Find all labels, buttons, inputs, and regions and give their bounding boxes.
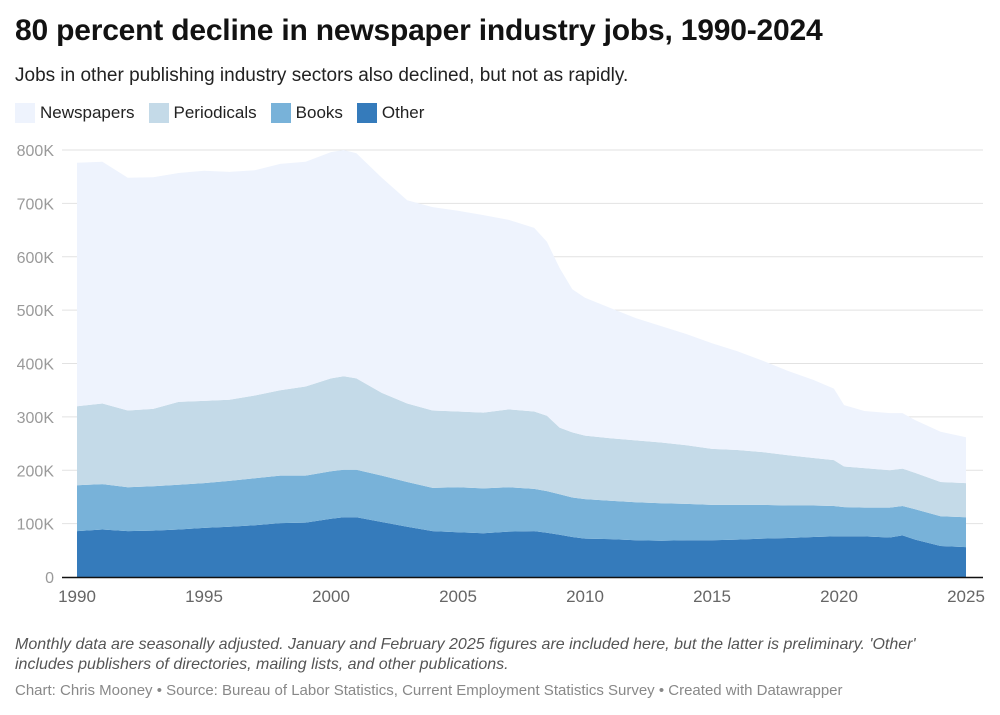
legend-label-books: Books [295,103,343,122]
x-tick-label: 2020 [820,587,858,606]
chart-subtitle: Jobs in other publishing industry sector… [15,65,629,86]
chart-title: 80 percent decline in newspaper industry… [15,14,823,47]
area-newspapers [77,150,966,484]
area-series-group [77,150,966,577]
area-periodicals [77,376,966,518]
y-tick-label: 700K [17,196,55,213]
legend-label-periodicals: Periodicals [173,103,257,122]
y-tick-label: 800K [17,143,55,160]
y-tick-label: 300K [17,410,55,427]
legend-item-other: Other [356,103,425,123]
legend-item-books: Books [270,103,343,123]
y-tick-label: 0 [45,570,54,587]
legend-swatch-books [270,103,291,123]
legend-swatch-other [356,103,377,123]
x-tick-label: 1995 [185,587,223,606]
y-tick-label: 100K [17,517,55,534]
legend-label-other: Other [381,103,425,122]
y-tick-label: 600K [17,250,55,267]
area-books [77,469,966,548]
x-tick-label: 2000 [312,587,350,606]
y-axis: 0 100K 200K 300K 400K 500K 600K 700K 800K [17,143,55,587]
legend: Newspapers Periodicals Books Other [15,103,424,123]
footer-credit: Chart: Chris Mooney • Source: Bureau of … [15,682,843,699]
area-other [77,517,966,577]
legend-item-newspapers: Newspapers [15,103,135,123]
x-tick-label: 2005 [439,587,477,606]
legend-swatch-periodicals [148,103,169,123]
legend-label-newspapers: Newspapers [40,103,135,122]
y-tick-label: 400K [17,357,55,374]
y-tick-label: 500K [17,303,55,320]
x-tick-label: 2015 [693,587,731,606]
x-axis: 1990 1995 2000 2005 2010 2015 2020 2025 [58,576,985,606]
x-tick-label: 2025 [947,587,985,606]
y-tick-label: 200K [17,463,55,480]
footer-note: Monthly data are seasonally adjusted. Ja… [15,636,916,673]
x-tick-label: 2010 [566,587,604,606]
x-tick-label: 1990 [58,587,96,606]
legend-swatch-newspapers [15,103,35,123]
legend-item-periodicals: Periodicals [148,103,257,123]
